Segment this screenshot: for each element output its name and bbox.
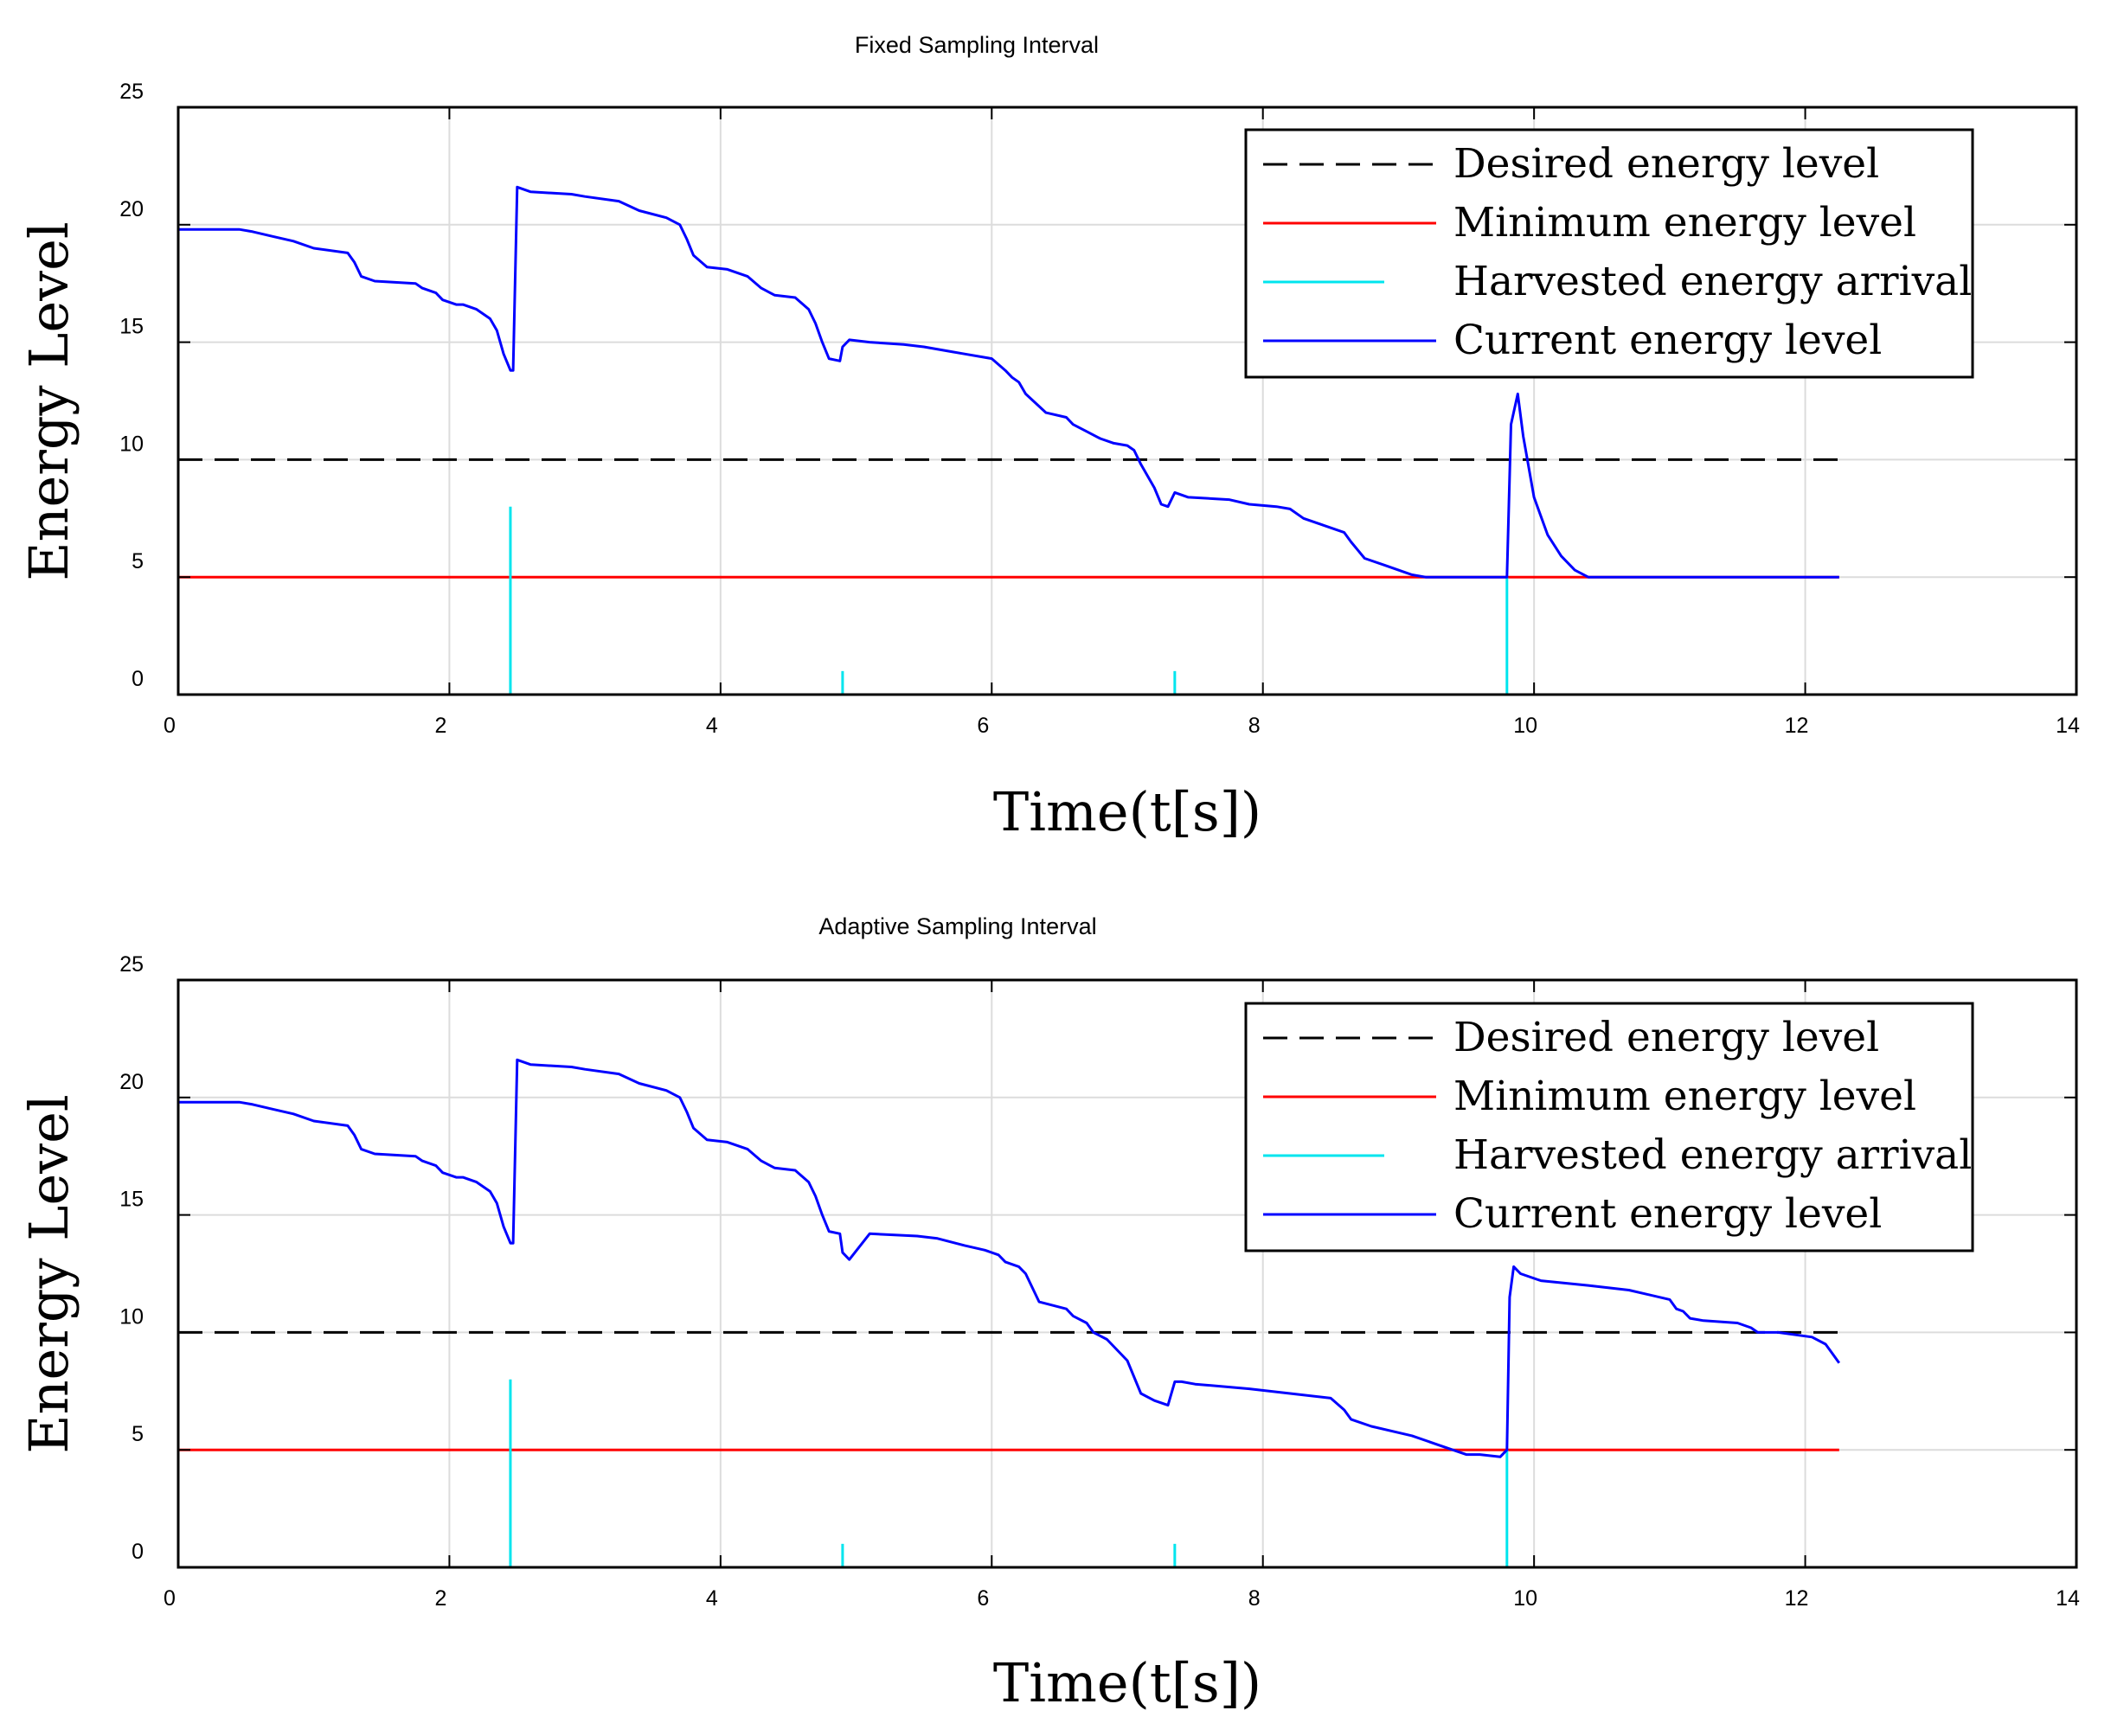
legend-entry: Harvested energy arrival bbox=[1263, 1131, 1972, 1179]
panel-fixed-sampling: Fixed Sampling Interval 0 2 4 6 8 10 12 14 0 5 10 1… bbox=[17, 32, 2080, 843]
legend-box bbox=[1244, 1002, 1974, 1252]
legend: Desired energy level Minimum energy level… bbox=[1244, 1002, 1974, 1252]
x-tick-label: 12 bbox=[1785, 714, 1809, 738]
legend-label: Current energy level bbox=[1453, 1190, 1882, 1238]
y-axis-label: Energy Level bbox=[17, 1094, 80, 1453]
legend-label: Harvested energy arrival bbox=[1453, 258, 1972, 305]
x-tick-label: 10 bbox=[1513, 714, 1537, 738]
y-tick-label: 5 bbox=[132, 1422, 144, 1446]
legend-entry: Desired energy level bbox=[1263, 1014, 1879, 1061]
legend-label: Minimum energy level bbox=[1453, 199, 1916, 247]
legend-label: Desired energy level bbox=[1453, 140, 1879, 188]
x-tick-label: 6 bbox=[977, 1586, 989, 1611]
legend-label: Desired energy level bbox=[1453, 1014, 1879, 1061]
x-axis-label: Time(t[s]) bbox=[993, 780, 1261, 843]
y-tick-label: 15 bbox=[119, 315, 144, 339]
legend-label: Current energy level bbox=[1453, 317, 1882, 364]
legend-box bbox=[1244, 128, 1974, 379]
series-current-energy-level bbox=[178, 185, 1839, 579]
plot-area bbox=[178, 1058, 1841, 1567]
x-tick-label: 14 bbox=[2056, 714, 2080, 738]
y-axis-label: Energy Level bbox=[17, 221, 80, 580]
axes-frame bbox=[176, 978, 2078, 1569]
x-tick-label: 4 bbox=[706, 1586, 718, 1611]
y-tick-label: 0 bbox=[132, 1540, 144, 1564]
chart-title: Fixed Sampling Interval bbox=[855, 32, 1099, 58]
y-tick-label: 0 bbox=[132, 667, 144, 691]
series-harvested-energy-arrival bbox=[509, 1379, 1509, 1567]
x-tick-label: 12 bbox=[1785, 1586, 1809, 1611]
x-tick-label: 0 bbox=[164, 1586, 176, 1611]
legend-entry: Harvested energy arrival bbox=[1263, 258, 1972, 305]
x-tick-label: 8 bbox=[1248, 1586, 1261, 1611]
x-tick-label: 6 bbox=[977, 714, 989, 738]
legend-entry: Current energy level bbox=[1263, 317, 1882, 364]
axes-frame bbox=[176, 106, 2078, 696]
series-current-energy-level bbox=[178, 1058, 1841, 1458]
x-tick-label: 10 bbox=[1513, 1586, 1537, 1611]
y-tick-label: 20 bbox=[119, 1070, 144, 1094]
panel-adaptive-sampling: Adaptive Sampling Interval 0 2 4 6 8 10 12 14 0 5… bbox=[17, 913, 2080, 1714]
chart-title: Adaptive Sampling Interval bbox=[818, 913, 1096, 939]
plot-area bbox=[178, 185, 1839, 695]
x-tick-label: 8 bbox=[1248, 714, 1261, 738]
legend-entry: Minimum energy level bbox=[1263, 199, 1916, 247]
x-tick-label: 0 bbox=[164, 714, 176, 738]
legend-label: Harvested energy arrival bbox=[1453, 1131, 1972, 1179]
y-tick-label: 20 bbox=[119, 197, 144, 221]
y-tick-label: 5 bbox=[132, 549, 144, 573]
y-tick-label: 15 bbox=[119, 1188, 144, 1212]
y-tick-label: 25 bbox=[119, 952, 144, 977]
y-tick-label: 25 bbox=[119, 80, 144, 104]
legend-label: Minimum energy level bbox=[1453, 1073, 1916, 1120]
legend: Desired energy level Minimum energy level… bbox=[1244, 128, 1974, 379]
axis-ticks: 0 2 4 6 8 10 12 14 0 5 10 15 20 25 bbox=[119, 80, 2080, 738]
y-tick-label: 10 bbox=[119, 1304, 144, 1329]
axis-ticks: 0 2 4 6 8 10 12 14 0 5 10 15 20 25 bbox=[119, 952, 2080, 1611]
series-harvested-energy-arrival bbox=[509, 506, 1509, 695]
y-tick-label: 10 bbox=[119, 432, 144, 456]
legend-entry: Desired energy level bbox=[1263, 140, 1879, 188]
x-tick-label: 4 bbox=[706, 714, 718, 738]
x-tick-label: 2 bbox=[434, 1586, 446, 1611]
legend-entry: Minimum energy level bbox=[1263, 1073, 1916, 1120]
x-tick-label: 2 bbox=[434, 714, 446, 738]
x-axis-label: Time(t[s]) bbox=[993, 1651, 1261, 1714]
x-tick-label: 14 bbox=[2056, 1586, 2080, 1611]
legend-entry: Current energy level bbox=[1263, 1190, 1882, 1238]
